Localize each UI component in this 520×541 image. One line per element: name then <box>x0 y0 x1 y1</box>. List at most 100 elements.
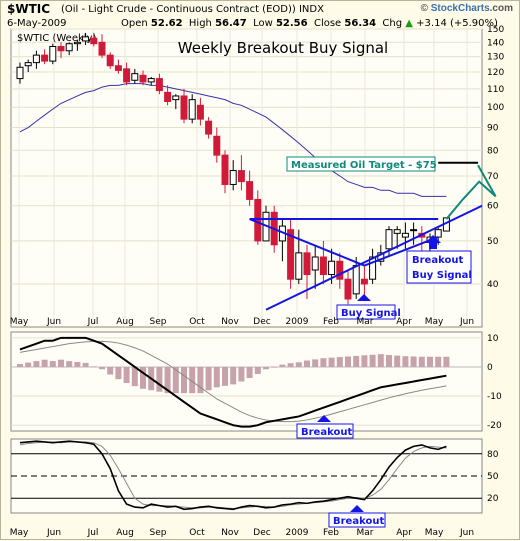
macd-histogram-bar <box>345 356 351 367</box>
breakout-label-box <box>406 250 472 284</box>
candle-body <box>360 278 368 285</box>
macd-histogram-bar <box>123 366 130 383</box>
macd-tick-label: -20 <box>487 421 502 431</box>
price-axis: 40 50 60 70 80 90 100 110 120 130 140 150 <box>11 25 504 327</box>
x-tick-label: Jun <box>459 528 474 538</box>
x-tick-label: Dec <box>253 528 270 538</box>
macd-histogram-bar <box>41 359 48 367</box>
x-tick-label: Oct <box>189 528 205 538</box>
candle-body <box>295 252 303 280</box>
macd-histogram-bar <box>435 356 442 367</box>
candle-body <box>287 229 295 280</box>
candle-body <box>164 91 172 103</box>
macd-histogram-bar <box>295 362 302 367</box>
stoch-tick-label: 80 <box>487 450 499 460</box>
macd-histogram-bar <box>33 361 40 367</box>
candle-body <box>410 229 418 232</box>
macd-histogram-bar <box>115 366 122 380</box>
candle-body <box>131 73 139 81</box>
macd-tick-label: 10 <box>487 334 499 344</box>
x-tick-label: Dec <box>253 317 270 327</box>
candle-body <box>401 232 409 238</box>
x-tick-label: Mar <box>357 317 374 327</box>
candle-body <box>352 265 360 295</box>
x-tick-label: 2009 <box>286 317 309 327</box>
macd-histogram-bar <box>74 361 81 367</box>
x-tick-label: Jun <box>46 528 61 538</box>
candle-body <box>213 135 221 156</box>
buy-signal-label: Buy Signal <box>412 270 472 281</box>
price-tick-label: 140 <box>487 38 504 48</box>
candle-body <box>139 74 147 83</box>
buy-signal-bottom-label: Buy Signal <box>341 308 401 319</box>
macd-histogram-bar <box>246 366 253 379</box>
x-tick-label: Aug <box>116 528 134 538</box>
low-label: Low <box>253 18 273 29</box>
x-tick-label: Apr <box>396 317 412 327</box>
target-label-box <box>286 156 436 172</box>
x-tick-label: Nov <box>221 528 239 538</box>
candle-body <box>303 252 311 276</box>
macd-histogram-bar <box>172 366 179 394</box>
macd-tick-label: -10 <box>487 392 502 402</box>
candle-body <box>205 120 213 135</box>
high-label: High <box>188 18 212 29</box>
macd-histogram-bar <box>394 355 401 367</box>
stoch-tick-label: 20 <box>487 494 499 504</box>
candle-body <box>344 278 352 300</box>
macd-histogram-bar <box>222 366 228 386</box>
macd-histogram-bar <box>181 366 187 394</box>
macd-histogram-bar <box>304 360 310 367</box>
macd-histogram-bar <box>427 356 433 367</box>
stoch-breakout-arrow-icon <box>350 505 364 512</box>
macd-histogram-bar <box>320 358 327 367</box>
candle-body <box>229 170 237 185</box>
quote-date: 6-May-2009 <box>7 18 67 29</box>
macd-histogram-bar <box>336 357 343 367</box>
candle-body <box>246 181 254 200</box>
candle-body <box>90 37 98 45</box>
macd-histogram-bar <box>189 366 196 394</box>
macd-histogram-bar <box>164 366 171 394</box>
x-tick-label: Oct <box>189 317 205 327</box>
breakout-arrow-icon <box>425 235 441 249</box>
price-tick-label: 40 <box>487 280 499 290</box>
candle-body <box>106 54 114 67</box>
macd-histogram-bar <box>386 355 392 367</box>
candle-body <box>65 43 73 52</box>
x-tick-label: May <box>10 317 29 327</box>
price-tick-label: 70 <box>487 172 499 182</box>
x-tick-label: Mar <box>357 528 374 538</box>
macd-breakout-box <box>296 423 354 439</box>
price-tick-label: 80 <box>487 146 499 156</box>
brand-logo[interactable]: © StockCharts.com <box>420 3 513 14</box>
candle-body <box>393 229 401 234</box>
stoch-breakout-box <box>328 512 386 528</box>
macd-histogram-bar <box>107 366 114 375</box>
price-tick-label: 50 <box>487 237 499 247</box>
macd-histogram-bar <box>369 354 376 367</box>
macd-histogram-bar <box>25 362 32 367</box>
candle-body <box>49 45 57 62</box>
macd-breakout-arrow-icon <box>317 415 331 422</box>
support-trendline <box>265 204 483 311</box>
macd-tick-label: 0 <box>487 363 493 373</box>
x-tick-label: Jul <box>87 317 99 327</box>
price-tick-label: 150 <box>487 25 504 35</box>
target-label: Measured Oil Target - $75 <box>291 160 437 171</box>
moving-average-line <box>19 83 447 197</box>
candle-body <box>172 95 180 101</box>
close-label: Close <box>313 18 342 29</box>
macd-histogram-bar <box>66 361 73 367</box>
candle-body <box>221 154 229 185</box>
breakout-label: Breakout <box>412 255 463 266</box>
x-tick-label: Feb <box>323 317 339 327</box>
change-up-icon: ▲ <box>405 18 413 29</box>
price-tick-label: 60 <box>487 202 499 212</box>
macd-histogram-bar <box>140 366 146 389</box>
buy-signal-box <box>336 304 396 320</box>
x-tick-label: Sep <box>150 528 167 538</box>
x-tick-label: May <box>10 528 29 538</box>
descending-trendline <box>249 218 365 267</box>
candle-body <box>188 99 196 120</box>
